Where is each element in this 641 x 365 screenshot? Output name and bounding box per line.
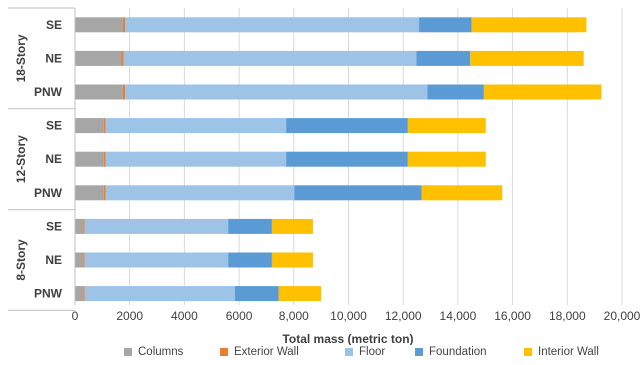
legend-swatch bbox=[345, 348, 353, 356]
bar-segment bbox=[123, 50, 417, 66]
bar-segment bbox=[228, 252, 272, 268]
x-tick-label: 0 bbox=[72, 309, 79, 323]
category-label: SE bbox=[46, 219, 62, 233]
category-label: SE bbox=[46, 18, 62, 32]
category-axis: SE NE PNW 18-Story SE NE PNW 12-Story SE NE PNW 8-S… bbox=[8, 7, 76, 311]
bar-segment bbox=[286, 118, 408, 134]
bar-segment bbox=[75, 17, 123, 33]
category-label: PNW bbox=[34, 287, 63, 301]
x-tick-label: 16,000 bbox=[494, 309, 531, 323]
bar-area bbox=[75, 17, 602, 302]
stacked-bar-chart: SE NE PNW 18-Story SE NE PNW 12-Story SE NE PNW 8-S… bbox=[8, 7, 641, 345]
legend-swatch bbox=[415, 348, 423, 356]
bar-segment bbox=[122, 17, 126, 33]
legend-swatch bbox=[124, 348, 132, 356]
bar-segment bbox=[84, 252, 229, 268]
bar-segment bbox=[271, 218, 313, 234]
category-label: NE bbox=[45, 152, 62, 166]
bar-segment bbox=[122, 84, 126, 100]
bar-segment bbox=[470, 50, 584, 66]
legend-item: Foundation bbox=[415, 346, 487, 358]
bar-segment bbox=[103, 151, 106, 167]
bar-segment bbox=[407, 151, 486, 167]
bar-segment bbox=[294, 185, 422, 201]
x-tick-label: 8,000 bbox=[279, 309, 309, 323]
bar-segment bbox=[407, 118, 486, 134]
bar-segment bbox=[75, 218, 84, 234]
legend-label: Floor bbox=[359, 346, 386, 358]
x-tick-label: 20,000 bbox=[604, 309, 641, 323]
bar-segment bbox=[75, 84, 123, 100]
bar-segment bbox=[83, 218, 85, 234]
bar-segment bbox=[75, 252, 84, 268]
group-label: 12-Story bbox=[14, 135, 28, 183]
bar-segment bbox=[75, 151, 104, 167]
bar-segment bbox=[427, 84, 484, 100]
category-label: PNW bbox=[34, 85, 63, 99]
bar-segment bbox=[75, 185, 104, 201]
bar-segment bbox=[103, 118, 106, 134]
bar-segment bbox=[121, 50, 124, 66]
bar-segment bbox=[483, 84, 602, 100]
bar-segment bbox=[105, 118, 287, 134]
category-label: NE bbox=[45, 51, 62, 65]
bar-segment bbox=[105, 185, 295, 201]
bar-segment bbox=[286, 151, 408, 167]
bar-segment bbox=[75, 50, 122, 66]
category-label: NE bbox=[45, 253, 62, 267]
x-tick-label: 18,000 bbox=[549, 309, 586, 323]
bar-segment bbox=[125, 84, 428, 100]
category-label: SE bbox=[46, 119, 62, 133]
legend: Columns Exterior Wall Floor Foundation Inter… bbox=[0, 346, 641, 362]
legend-swatch bbox=[220, 348, 228, 356]
bar-segment bbox=[84, 286, 235, 302]
bar-segment bbox=[278, 286, 322, 302]
legend-label: Interior Wall bbox=[538, 346, 599, 358]
legend-label: Columns bbox=[138, 346, 184, 358]
bar-segment bbox=[125, 17, 420, 33]
legend-item: Interior Wall bbox=[524, 346, 599, 358]
bar-segment bbox=[234, 286, 279, 302]
legend-label: Foundation bbox=[429, 346, 487, 358]
x-tick-label: 4000 bbox=[171, 309, 198, 323]
bar-segment bbox=[271, 252, 313, 268]
bar-segment bbox=[471, 17, 587, 33]
legend-swatch bbox=[524, 348, 532, 356]
bar-segment bbox=[103, 185, 106, 201]
legend-item: Floor bbox=[345, 346, 385, 358]
x-tick-label: 6000 bbox=[226, 309, 253, 323]
x-tick-label: 14,000 bbox=[440, 309, 477, 323]
bar-segment bbox=[416, 50, 471, 66]
group-label: 8-Story bbox=[14, 239, 28, 281]
group-label: 18-Story bbox=[14, 34, 28, 82]
x-axis-title: Total mass (metric ton) bbox=[282, 332, 413, 345]
x-tick-label: 2000 bbox=[116, 309, 143, 323]
bar-segment bbox=[228, 218, 272, 234]
legend-label: Exterior Wall bbox=[234, 346, 299, 358]
legend-item: Exterior Wall bbox=[220, 346, 299, 358]
bar-segment bbox=[83, 286, 85, 302]
bar-segment bbox=[83, 252, 85, 268]
x-axis-ticks: 0 2000 4000 6000 8,000 10,000 12,000 14,000 16,0… bbox=[72, 309, 641, 323]
bar-segment bbox=[105, 151, 287, 167]
bar-segment bbox=[75, 118, 104, 134]
bar-segment bbox=[419, 17, 472, 33]
legend-item: Columns bbox=[124, 346, 183, 358]
category-label: PNW bbox=[34, 186, 63, 200]
bar-segment bbox=[84, 218, 229, 234]
bar-segment bbox=[75, 286, 84, 302]
x-tick-label: 10,000 bbox=[330, 309, 367, 323]
bar-segment bbox=[421, 185, 503, 201]
x-tick-label: 12,000 bbox=[385, 309, 422, 323]
